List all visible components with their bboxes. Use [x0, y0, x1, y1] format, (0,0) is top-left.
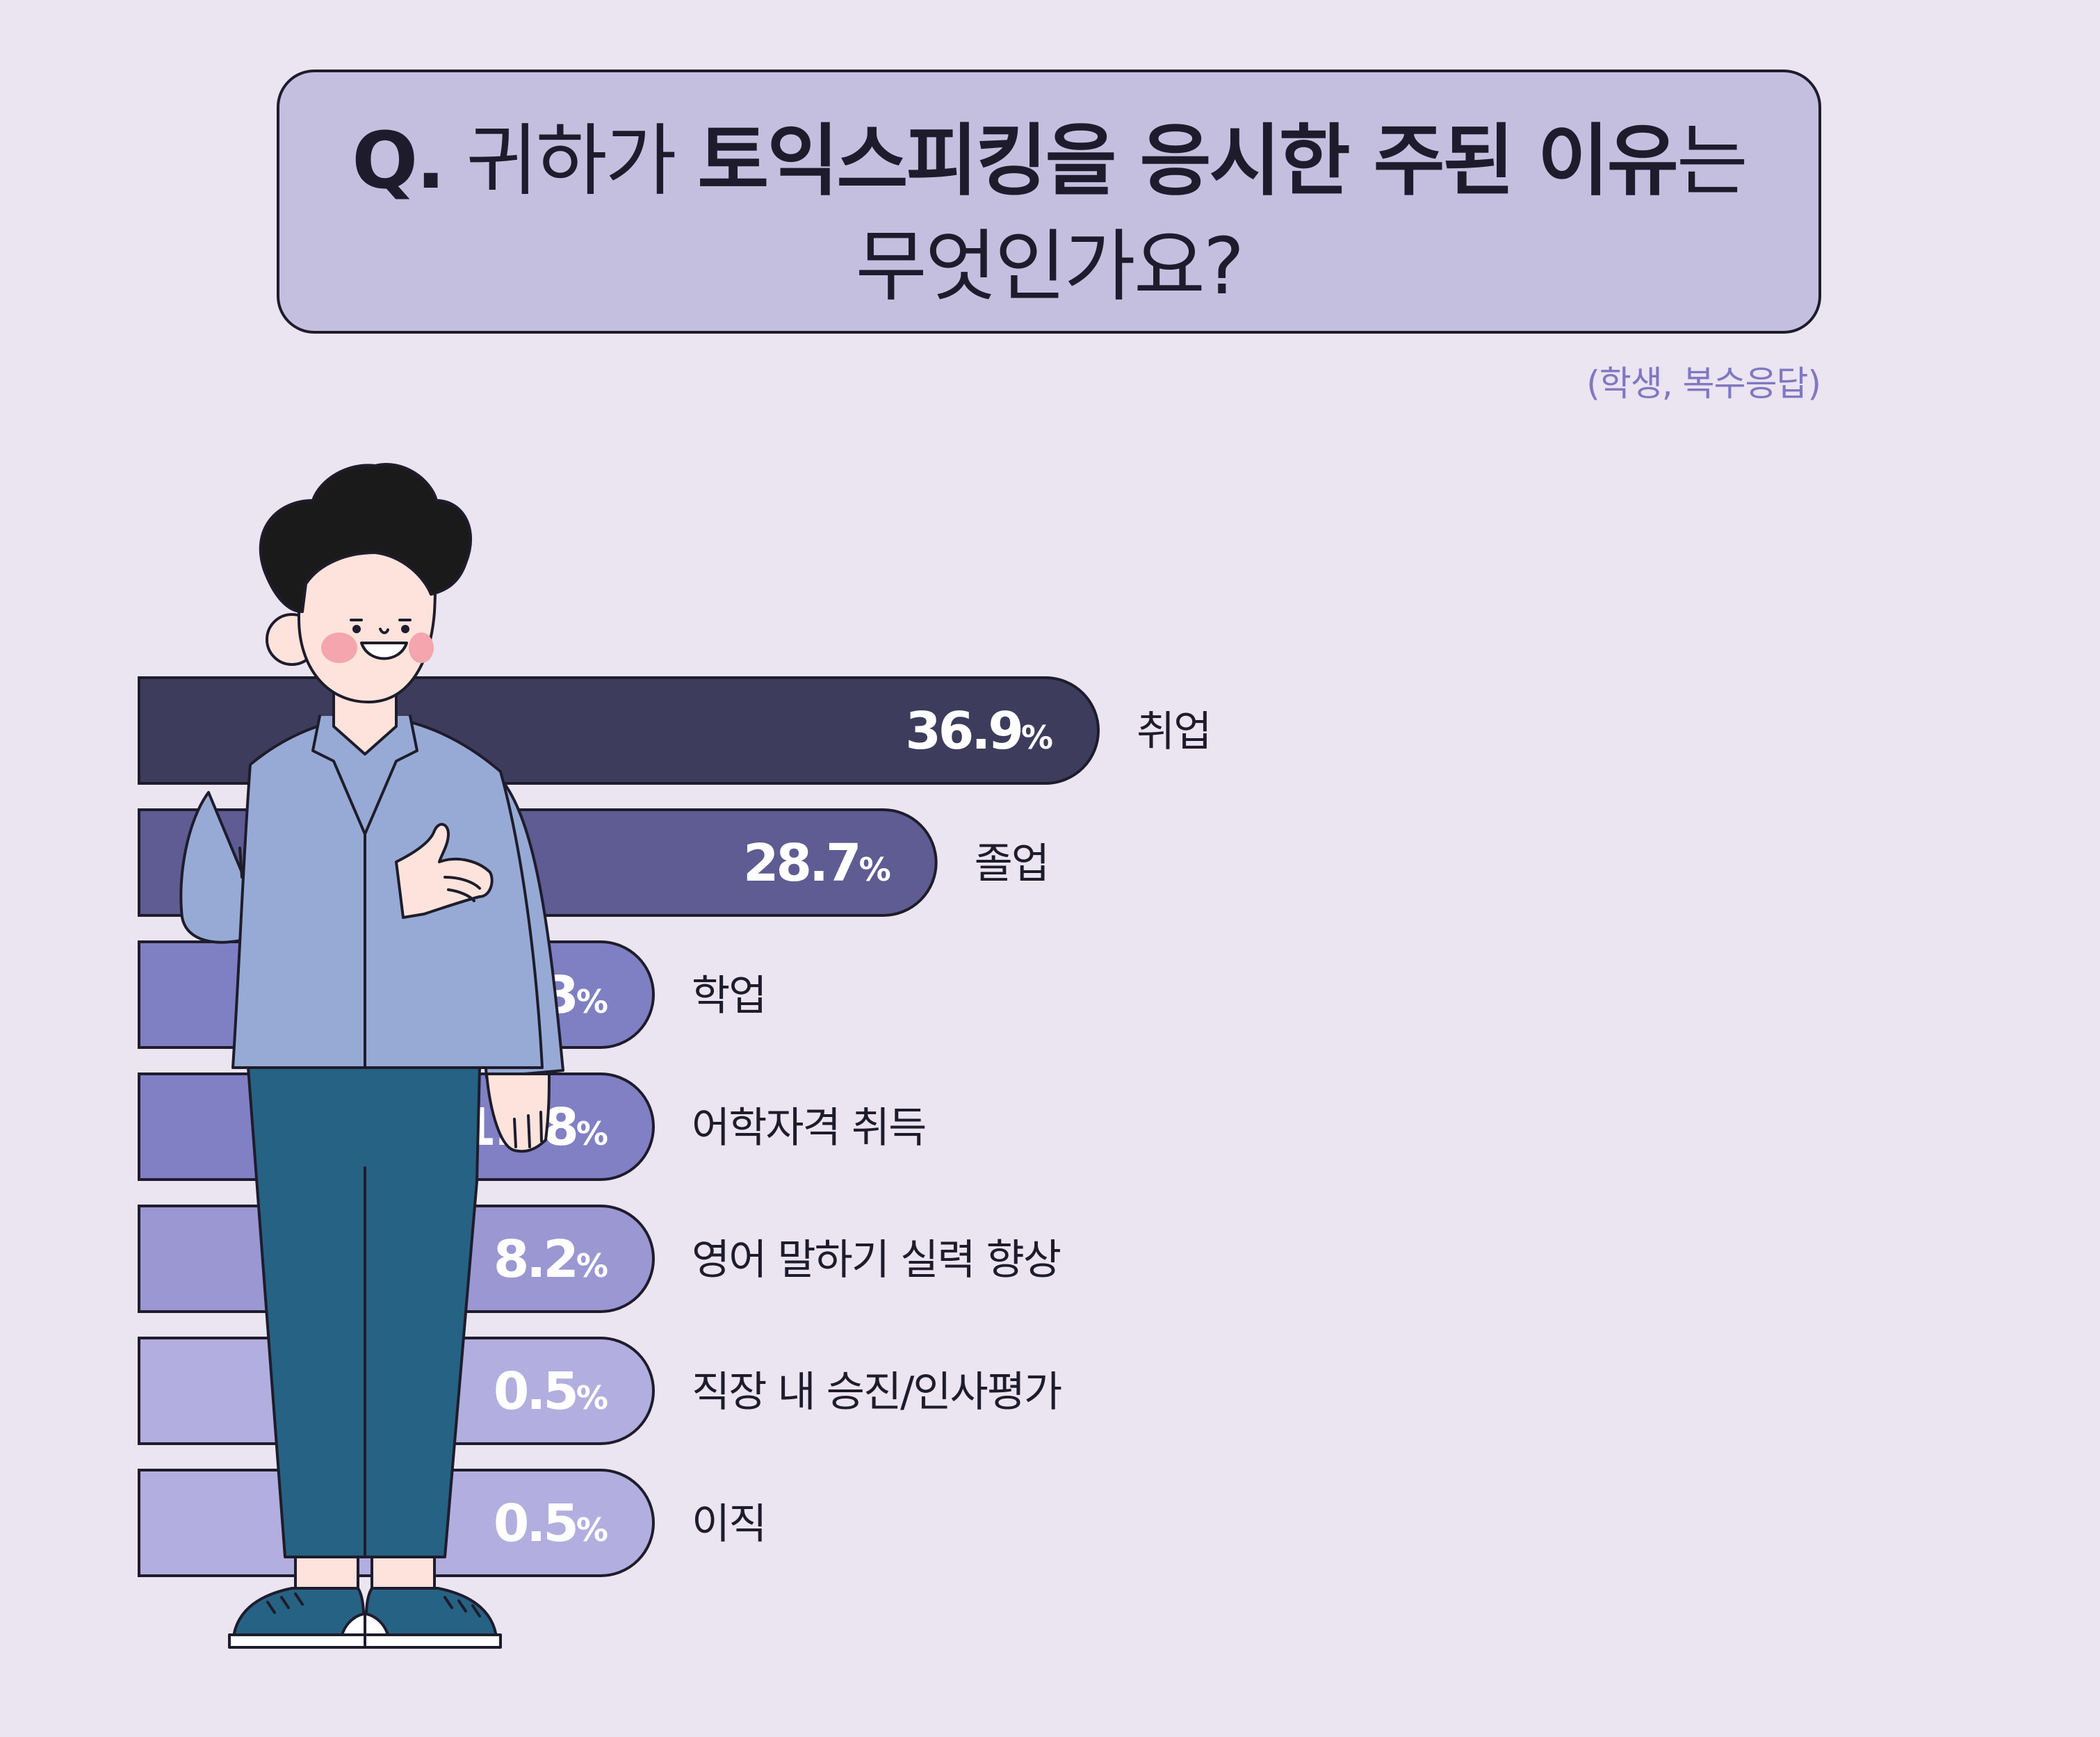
bar-value-label-0: 36.9%: [905, 701, 1053, 761]
category-label-6: 이직: [692, 1500, 765, 1549]
survey-note: (학생, 복수응답): [1586, 364, 1821, 404]
bar-value-label-5: 0.5%: [494, 1362, 608, 1421]
right-eye: [401, 625, 409, 633]
sleeve-seam: [238, 847, 243, 879]
smile: [360, 642, 408, 660]
left-eye: [352, 625, 361, 633]
bar-value-label-4: 8.2%: [494, 1230, 608, 1289]
category-label-0: 취업: [1137, 708, 1210, 756]
category-label-1: 졸업: [975, 840, 1048, 888]
question-text-post: 는: [1676, 116, 1748, 206]
question-text-bold: 토익스피킹을 응시한 주된 이유: [697, 116, 1678, 206]
question-text-pre: 귀하가: [466, 116, 677, 206]
category-label-3: 어학자격 취득: [692, 1104, 925, 1152]
bar-value-label-1: 28.7%: [743, 833, 891, 893]
bar-value-label-6: 0.5%: [494, 1494, 608, 1553]
hanging-hand: [485, 1073, 551, 1153]
question-title-line2: 무엇인가요?: [855, 222, 1245, 312]
category-label-4: 영어 말하기 실력 향상: [692, 1236, 1061, 1285]
category-label-5: 직장 내 승진/인사평가: [692, 1368, 1061, 1417]
question-marker: Q.: [352, 116, 446, 206]
question-title-line1: Q. 귀하가 토익스피킹을 응시한 주된 이유는: [279, 113, 1818, 210]
hair: [259, 463, 473, 613]
category-label-2: 학업: [692, 972, 765, 1020]
question-title-box: Q. 귀하가 토익스피킹을 응시한 주된 이유는 무엇인가요?: [277, 70, 1821, 334]
